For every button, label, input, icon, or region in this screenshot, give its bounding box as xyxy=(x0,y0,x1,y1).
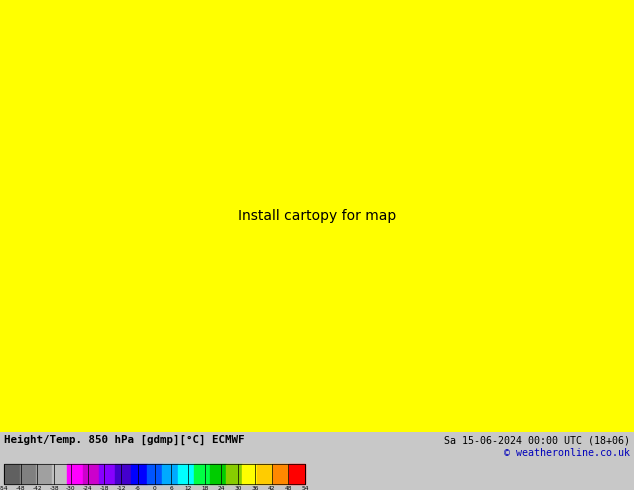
Bar xyxy=(36,464,51,484)
Bar xyxy=(273,464,289,484)
Bar xyxy=(4,464,305,484)
Text: -54: -54 xyxy=(0,486,9,490)
Bar xyxy=(20,464,36,484)
Text: Sa 15-06-2024 00:00 UTC (18+06): Sa 15-06-2024 00:00 UTC (18+06) xyxy=(444,435,630,445)
Text: Height/Temp. 850 hPa [gdmp][°C] ECMWF: Height/Temp. 850 hPa [gdmp][°C] ECMWF xyxy=(4,435,245,445)
Text: 36: 36 xyxy=(251,486,259,490)
Text: 18: 18 xyxy=(201,486,209,490)
Bar xyxy=(257,464,273,484)
Text: 54: 54 xyxy=(301,486,309,490)
Bar xyxy=(242,464,257,484)
Text: 0: 0 xyxy=(153,486,157,490)
Text: 24: 24 xyxy=(217,486,225,490)
Bar xyxy=(67,464,83,484)
Text: -38: -38 xyxy=(49,486,59,490)
Text: -12: -12 xyxy=(116,486,126,490)
Text: -30: -30 xyxy=(66,486,75,490)
Text: 30: 30 xyxy=(235,486,242,490)
Bar xyxy=(194,464,210,484)
Bar xyxy=(289,464,305,484)
Bar xyxy=(115,464,131,484)
Bar xyxy=(226,464,242,484)
Text: -42: -42 xyxy=(32,486,42,490)
Bar xyxy=(83,464,99,484)
Text: 6: 6 xyxy=(169,486,173,490)
Bar xyxy=(146,464,162,484)
Bar xyxy=(4,464,20,484)
Text: -6: -6 xyxy=(135,486,141,490)
Text: -18: -18 xyxy=(100,486,109,490)
Bar xyxy=(99,464,115,484)
Text: 12: 12 xyxy=(184,486,191,490)
Text: Install cartopy for map: Install cartopy for map xyxy=(238,209,396,223)
Bar xyxy=(162,464,178,484)
Text: 42: 42 xyxy=(268,486,275,490)
Bar xyxy=(51,464,67,484)
Bar xyxy=(131,464,146,484)
Bar xyxy=(178,464,194,484)
Text: -48: -48 xyxy=(16,486,25,490)
Text: 48: 48 xyxy=(285,486,292,490)
Bar xyxy=(210,464,226,484)
Text: © weatheronline.co.uk: © weatheronline.co.uk xyxy=(504,448,630,458)
Text: -24: -24 xyxy=(83,486,93,490)
